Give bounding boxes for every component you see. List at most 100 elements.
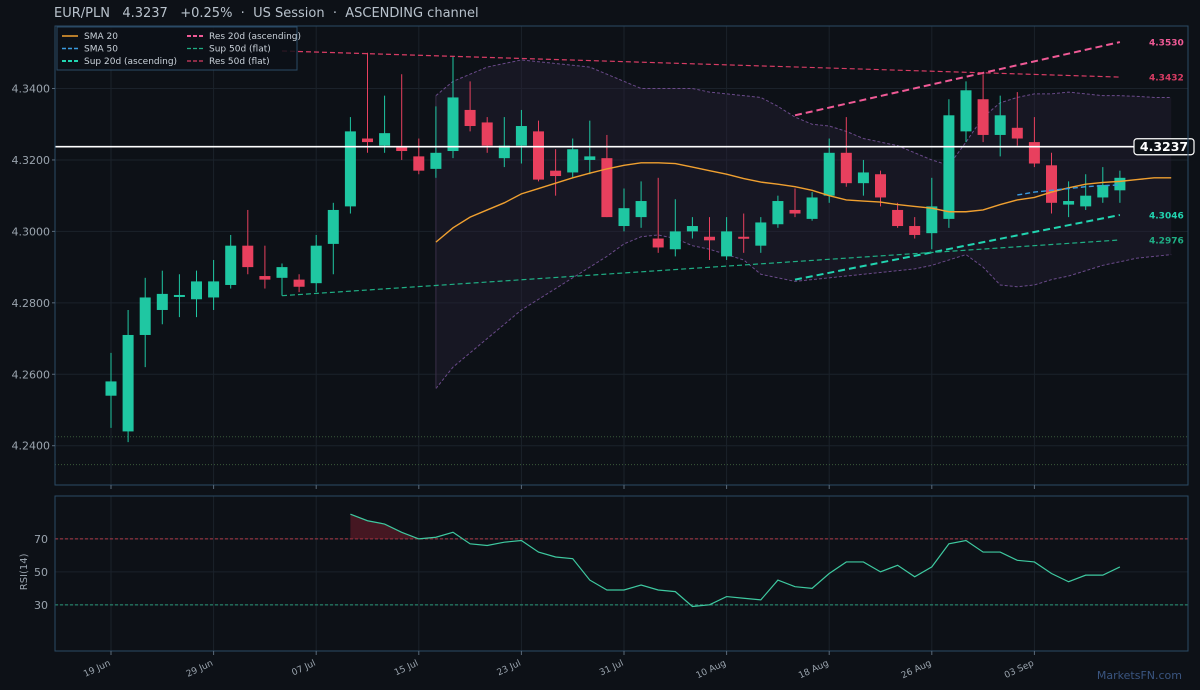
candles <box>105 52 1126 443</box>
candle-body <box>1097 184 1109 198</box>
candle-body <box>857 172 869 184</box>
candle-body <box>652 238 664 248</box>
candle-body <box>823 152 835 196</box>
candle-body <box>943 115 955 219</box>
trendline-label: 4.2976 <box>1149 236 1184 246</box>
x-tick-label: 15 Jul <box>393 659 420 679</box>
candle-body <box>139 297 151 335</box>
candle-body <box>738 236 750 239</box>
candle-body <box>840 152 852 184</box>
x-tick-label: 23 Jul <box>496 659 523 679</box>
rsi-panel-frame <box>54 495 1189 652</box>
candle-body <box>806 197 818 219</box>
candle-body <box>208 281 220 298</box>
trendline-0 <box>794 213 1121 281</box>
x-tick-label: 19 Jun <box>82 659 112 680</box>
price-labels: 4.3046 4.3530 4.2976 4.3432 4.3237 <box>1133 39 1195 246</box>
candle-body <box>156 293 168 310</box>
candle-body <box>1046 165 1057 203</box>
y-tick-label: 4.3400 <box>12 83 51 96</box>
rsi-panel <box>55 513 1188 608</box>
candle-body <box>310 245 322 284</box>
candle-body <box>789 209 801 214</box>
candle-body <box>635 201 647 218</box>
candle-body <box>567 149 579 173</box>
candle-body <box>173 294 185 297</box>
x-tick-label: 07 Jul <box>290 659 317 679</box>
legend-entry: SMA 50 <box>84 45 118 55</box>
candle-body <box>686 226 698 232</box>
candle-body <box>721 231 733 257</box>
legend-entry: SMA 20 <box>84 32 118 42</box>
level-lines <box>55 436 1188 466</box>
band-fill <box>435 59 1172 389</box>
rsi-overbought-fill <box>350 514 436 539</box>
candle-body <box>259 276 271 280</box>
candle-body <box>704 236 715 241</box>
bollinger-band <box>435 59 1172 389</box>
trendline-2 <box>281 239 1120 297</box>
candle-body <box>669 231 681 250</box>
candle-body <box>772 201 784 225</box>
candle-body <box>1028 142 1040 164</box>
candle-body <box>618 208 630 227</box>
y-tick-label: 4.3200 <box>12 154 51 167</box>
rsi-tick-label: 70 <box>34 533 48 546</box>
candle-body <box>601 158 613 218</box>
legend-entry: Sup 50d (flat) <box>209 45 271 55</box>
rsi-tick-label: 50 <box>34 566 48 579</box>
trendline-1 <box>794 41 1121 117</box>
candle-body <box>430 152 442 169</box>
rsi-tick-label: 30 <box>34 599 48 612</box>
trendline-label: 4.3530 <box>1149 39 1184 49</box>
current-price-badge <box>1133 138 1195 156</box>
x-tick-label: 31 Jul <box>598 659 625 679</box>
candle-body <box>327 209 339 244</box>
candle-body <box>498 145 510 159</box>
candle-body <box>977 99 989 135</box>
x-tick-label: 10 Aug <box>695 659 728 682</box>
candle-body <box>994 115 1006 135</box>
x-tick-label: 03 Sep <box>1003 659 1036 681</box>
trendline-label: 4.3046 <box>1149 211 1184 221</box>
candle-body <box>550 170 562 177</box>
legend-entry: Res 50d (flat) <box>209 57 270 67</box>
candle-body <box>515 126 527 146</box>
indicator-lines <box>55 41 1172 297</box>
y-tick-label: 4.2400 <box>12 440 51 453</box>
sma20-line <box>435 162 1172 243</box>
candle-body <box>926 206 938 234</box>
candle-body <box>875 174 886 198</box>
legend-box <box>56 26 298 71</box>
candle-body <box>293 279 305 287</box>
legend: SMA 20 SMA 50 Sup 20d (ascending) Res 20d (… <box>56 26 301 71</box>
candle-body <box>447 97 459 152</box>
candle-body <box>584 156 596 160</box>
price-panel-frame <box>54 25 1189 486</box>
candle-body <box>413 156 425 171</box>
candle-body <box>276 267 288 278</box>
band-lower <box>435 234 1172 389</box>
candle-body <box>1063 201 1075 205</box>
candle-body <box>379 133 391 146</box>
trendline-label: 4.3432 <box>1149 74 1184 84</box>
candle-body <box>242 245 254 268</box>
watermark: MarketsFN.com <box>1096 669 1182 682</box>
rsi-axis-label: RSI(14) <box>19 553 30 590</box>
y-tick-label: 4.2800 <box>12 297 51 310</box>
sma50-line <box>1017 184 1120 196</box>
current-price-label: 4.3237 <box>1140 139 1188 154</box>
candle-body <box>892 209 904 227</box>
candle-body <box>362 138 373 143</box>
candle-body <box>1011 127 1023 139</box>
candle-body <box>191 281 202 300</box>
x-tick-label: 26 Aug <box>900 659 933 682</box>
candle-body <box>1114 177 1126 191</box>
candle-body <box>396 147 408 152</box>
x-tick-label: 29 Jun <box>185 659 215 680</box>
candle-body <box>344 131 356 207</box>
rsi-line <box>350 513 1121 608</box>
candle-body <box>122 334 134 432</box>
candle-body <box>533 131 544 180</box>
